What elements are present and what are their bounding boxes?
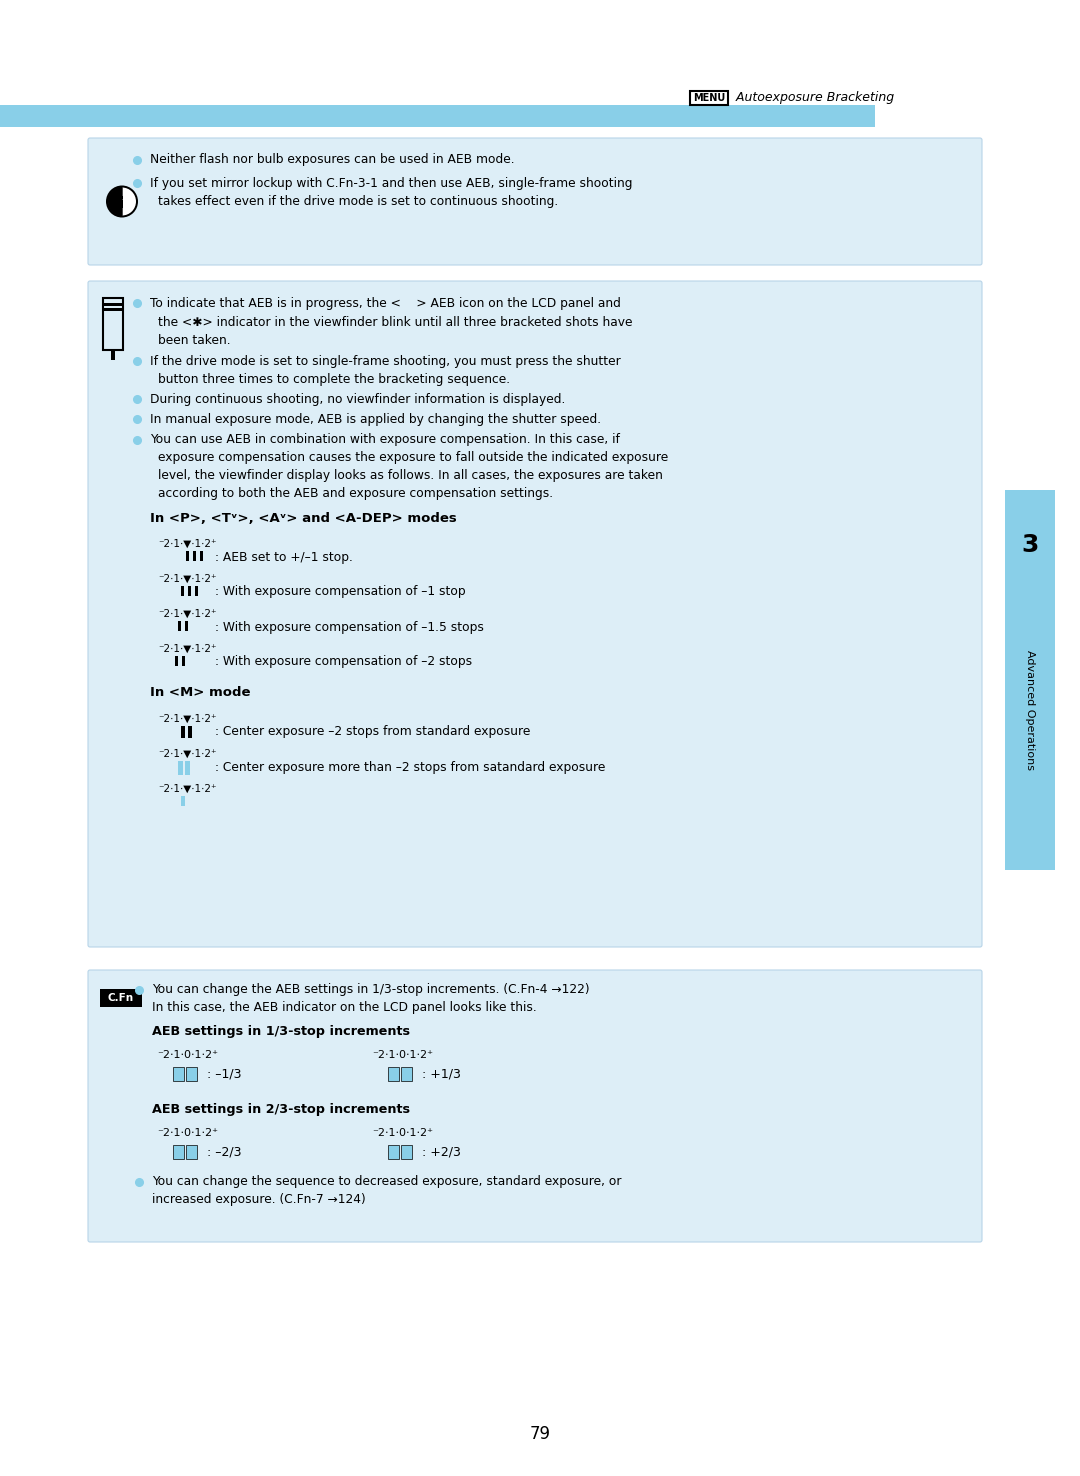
Bar (1005, 490, 1055, 869)
Text: You can use AEB in combination with exposure compensation. In this case, if: You can use AEB in combination with expo… (150, 434, 620, 447)
Text: ⁻2⋅1⋅▼⋅1⋅2⁺: ⁻2⋅1⋅▼⋅1⋅2⁺ (158, 574, 216, 584)
Text: : With exposure compensation of –2 stops: : With exposure compensation of –2 stops (215, 655, 472, 669)
Bar (178, 621, 181, 632)
Text: : Center exposure more than –2 stops from satandard exposure: : Center exposure more than –2 stops fro… (215, 760, 606, 773)
Text: : With exposure compensation of –1 stop: : With exposure compensation of –1 stop (215, 586, 465, 598)
Text: Neither flash nor bulb exposures can be used in AEB mode.: Neither flash nor bulb exposures can be … (150, 154, 515, 167)
Text: ⁻2⋅1⋅▼⋅1⋅2⁺: ⁻2⋅1⋅▼⋅1⋅2⁺ (158, 714, 216, 725)
Text: : –1/3: : –1/3 (207, 1067, 242, 1080)
Polygon shape (108, 187, 122, 215)
Bar (195, 586, 198, 596)
Text: ⁻2⋅1⋅▼⋅1⋅2⁺: ⁻2⋅1⋅▼⋅1⋅2⁺ (158, 644, 216, 654)
Text: If you set mirror lockup with C.Fn-3-1 and then use AEB, single-frame shooting: If you set mirror lockup with C.Fn-3-1 a… (150, 177, 633, 189)
Bar (111, 350, 114, 360)
Text: C.Fn: C.Fn (108, 993, 134, 1004)
Text: AEB settings in 2/3-stop increments: AEB settings in 2/3-stop increments (152, 1104, 410, 1116)
Text: ⁻2⋅1⋅0⋅1⋅2⁺: ⁻2⋅1⋅0⋅1⋅2⁺ (372, 1128, 433, 1138)
Text: : Center exposure –2 stops from standard exposure: : Center exposure –2 stops from standard… (215, 726, 530, 738)
Bar (186, 1067, 197, 1080)
Text: button three times to complete the bracketing sequence.: button three times to complete the brack… (158, 372, 510, 385)
Bar (100, 989, 141, 1007)
Text: ⁻2⋅1⋅0⋅1⋅2⁺: ⁻2⋅1⋅0⋅1⋅2⁺ (372, 1049, 433, 1060)
Text: increased exposure. (C.Fn-7 →124): increased exposure. (C.Fn-7 →124) (152, 1194, 366, 1206)
Text: ⁻2⋅1⋅▼⋅1⋅2⁺: ⁻2⋅1⋅▼⋅1⋅2⁺ (158, 539, 216, 549)
Bar (0, 105, 875, 127)
Text: takes effect even if the drive mode is set to continuous shooting.: takes effect even if the drive mode is s… (158, 195, 558, 208)
Bar (181, 726, 185, 738)
FancyBboxPatch shape (87, 280, 982, 948)
Text: Autoexposure Bracketing: Autoexposure Bracketing (732, 92, 894, 105)
Bar (181, 796, 185, 806)
Bar (401, 1145, 411, 1159)
Text: : AEB set to +/–1 stop.: : AEB set to +/–1 stop. (215, 551, 353, 564)
Bar (121, 195, 123, 198)
Text: 79: 79 (529, 1424, 551, 1444)
Bar (388, 1067, 399, 1080)
Text: exposure compensation causes the exposure to fall outside the indicated exposure: exposure compensation causes the exposur… (158, 452, 669, 465)
Text: During continuous shooting, no viewfinder information is displayed.: During continuous shooting, no viewfinde… (150, 393, 565, 406)
FancyBboxPatch shape (87, 137, 982, 266)
Text: Advanced Operations: Advanced Operations (1025, 649, 1035, 770)
Circle shape (108, 187, 136, 215)
Bar (185, 762, 190, 775)
Text: according to both the AEB and exposure compensation settings.: according to both the AEB and exposure c… (158, 487, 553, 500)
Bar (178, 762, 183, 775)
Bar (388, 1145, 399, 1159)
Text: AEB settings in 1/3-stop increments: AEB settings in 1/3-stop increments (152, 1026, 410, 1039)
Text: ⁻2⋅1⋅▼⋅1⋅2⁺: ⁻2⋅1⋅▼⋅1⋅2⁺ (158, 610, 216, 618)
Text: 3: 3 (1022, 533, 1039, 556)
Bar (181, 586, 184, 596)
Text: You can change the sequence to decreased exposure, standard exposure, or: You can change the sequence to decreased… (152, 1175, 621, 1188)
Text: ⁻2⋅1⋅0⋅1⋅2⁺: ⁻2⋅1⋅0⋅1⋅2⁺ (157, 1128, 218, 1138)
FancyBboxPatch shape (87, 970, 982, 1241)
Bar (186, 1145, 197, 1159)
Bar (188, 586, 191, 596)
Bar (173, 1145, 184, 1159)
Text: the <✱> indicator in the viewfinder blink until all three bracketed shots have: the <✱> indicator in the viewfinder blin… (158, 316, 633, 329)
Text: : +1/3: : +1/3 (422, 1067, 461, 1080)
Text: ⁻2⋅1⋅0⋅1⋅2⁺: ⁻2⋅1⋅0⋅1⋅2⁺ (157, 1049, 218, 1060)
Bar (401, 1067, 411, 1080)
Bar (188, 726, 192, 738)
Bar (183, 655, 185, 666)
Text: MENU: MENU (693, 93, 725, 103)
Text: : With exposure compensation of –1.5 stops: : With exposure compensation of –1.5 sto… (215, 620, 484, 633)
Text: level, the viewfinder display looks as follows. In all cases, the exposures are : level, the viewfinder display looks as f… (158, 469, 663, 483)
Text: To indicate that AEB is in progress, the <    > AEB icon on the LCD panel and: To indicate that AEB is in progress, the… (150, 297, 621, 310)
Text: If the drive mode is set to single-frame shooting, you must press the shutter: If the drive mode is set to single-frame… (150, 354, 621, 368)
Circle shape (106, 186, 138, 217)
Text: In <P>, <Tᵛ>, <Aᵛ> and <A‑DEP> modes: In <P>, <Tᵛ>, <Aᵛ> and <A‑DEP> modes (150, 512, 457, 524)
Text: ⁻2⋅1⋅▼⋅1⋅2⁺: ⁻2⋅1⋅▼⋅1⋅2⁺ (158, 784, 216, 794)
Bar (103, 298, 123, 350)
Bar (175, 655, 178, 666)
Bar (690, 92, 728, 105)
Bar (103, 308, 123, 311)
Bar (193, 551, 195, 561)
Bar (103, 303, 123, 306)
Text: You can change the AEB settings in 1/3-stop increments. (C.Fn-4 →122): You can change the AEB settings in 1/3-s… (152, 983, 590, 996)
Text: In manual exposure mode, AEB is applied by changing the shutter speed.: In manual exposure mode, AEB is applied … (150, 412, 602, 425)
Bar (173, 1067, 184, 1080)
Text: ⁻2⋅1⋅▼⋅1⋅2⁺: ⁻2⋅1⋅▼⋅1⋅2⁺ (158, 748, 216, 759)
Bar (200, 551, 203, 561)
Text: In <M> mode: In <M> mode (150, 686, 251, 700)
Bar (121, 199, 123, 208)
Text: : –2/3: : –2/3 (207, 1145, 242, 1159)
Bar (185, 621, 188, 632)
Bar (186, 551, 189, 561)
Text: : +2/3: : +2/3 (422, 1145, 461, 1159)
Text: been taken.: been taken. (158, 334, 231, 347)
Text: In this case, the AEB indicator on the LCD panel looks like this.: In this case, the AEB indicator on the L… (152, 1002, 537, 1014)
